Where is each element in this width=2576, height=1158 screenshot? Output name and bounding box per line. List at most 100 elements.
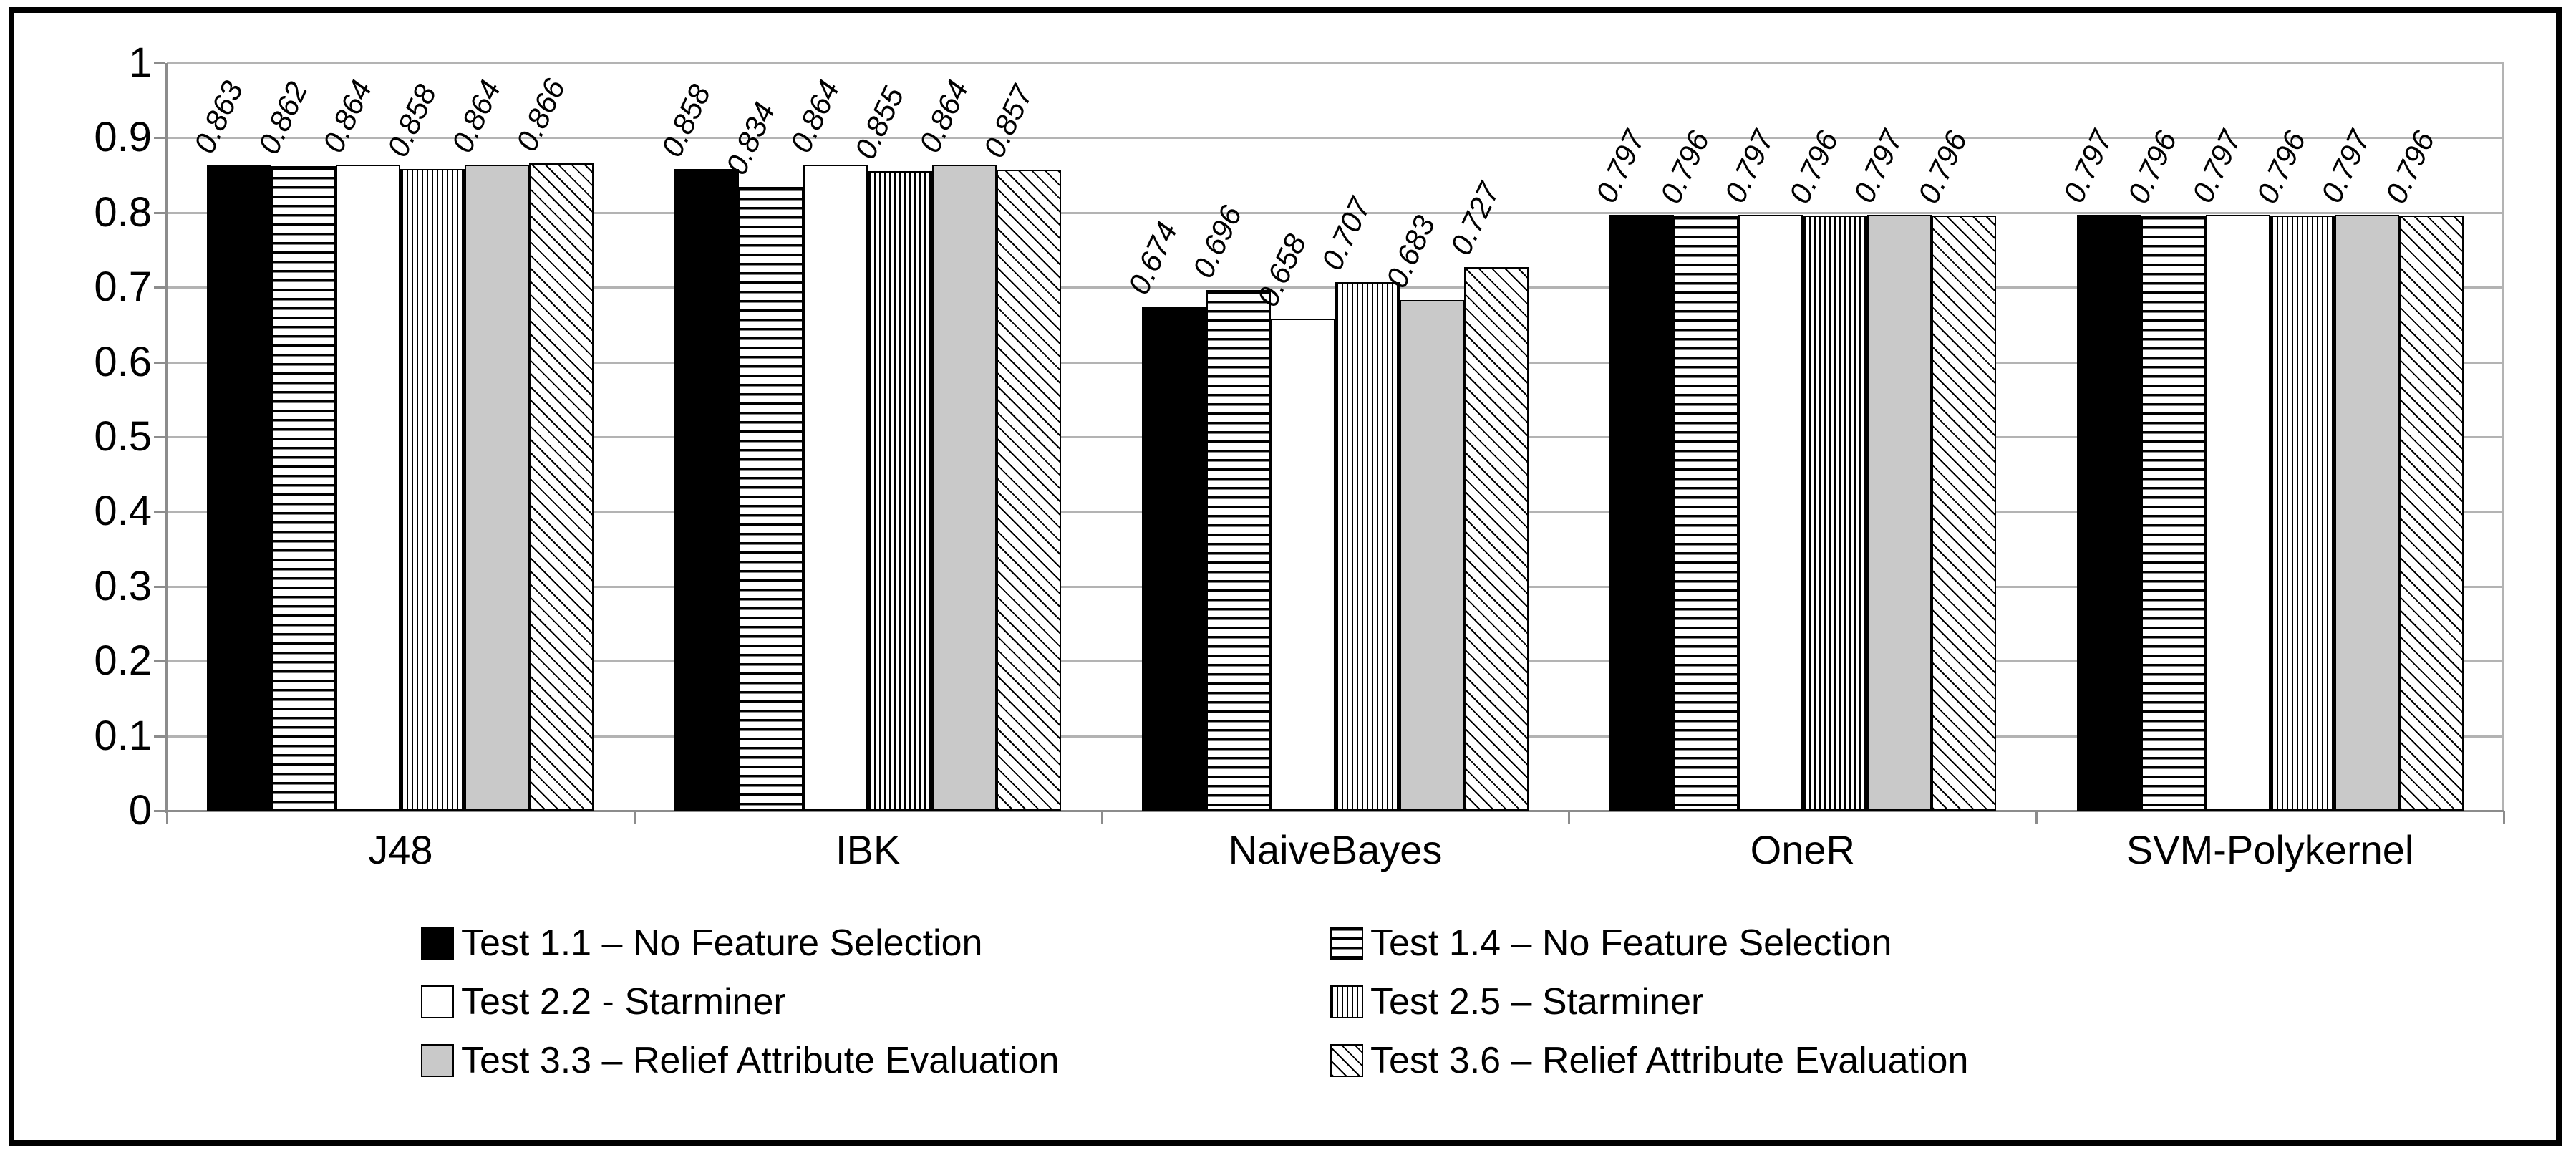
legend-item: Test 3.3 – Relief Attribute Evaluation xyxy=(421,1038,1330,1083)
x-axis-tick xyxy=(166,811,168,824)
bar-value-label: 0.863 xyxy=(187,75,250,158)
y-axis-tick-label: 0.9 xyxy=(94,114,152,161)
bar xyxy=(336,165,401,811)
y-axis-tick-label: 0.6 xyxy=(94,338,152,385)
legend-key-swatch xyxy=(1330,985,1363,1018)
bar xyxy=(2334,215,2399,811)
legend-label: Test 2.5 – Starminer xyxy=(1370,981,1704,1023)
bar xyxy=(1464,267,1529,811)
y-axis-tick xyxy=(154,211,165,214)
legend-key-swatch xyxy=(421,927,454,960)
x-axis-tick xyxy=(1568,811,1571,824)
bar-value-label: 0.866 xyxy=(509,73,572,156)
y-axis-tick-label: 0.5 xyxy=(94,413,152,460)
bar xyxy=(1931,216,1996,811)
y-axis-tick xyxy=(154,361,165,364)
bar xyxy=(803,165,868,811)
bar-value-label: 0.858 xyxy=(654,79,717,162)
bar xyxy=(739,187,804,811)
bar xyxy=(2398,216,2464,811)
x-axis-category-label: OneR xyxy=(1750,827,1855,872)
bar-value-label: 0.864 xyxy=(911,74,975,158)
legend-key-swatch xyxy=(1330,1044,1363,1077)
bar xyxy=(868,171,933,811)
bar xyxy=(2270,216,2335,811)
legend-item: Test 2.5 – Starminer xyxy=(1330,980,1968,1024)
x-axis-tick xyxy=(2035,811,2038,824)
bar-value-label: 0.855 xyxy=(847,81,911,164)
bar xyxy=(1271,319,1335,811)
y-gridline xyxy=(167,137,2504,140)
y-axis-tick-label: 0.2 xyxy=(94,637,152,685)
legend-key-swatch xyxy=(421,1044,454,1077)
bar xyxy=(1802,216,1867,811)
x-axis-tick xyxy=(2503,811,2505,824)
y-gridline xyxy=(167,62,2504,64)
bar xyxy=(2205,215,2270,811)
legend-label: Test 1.4 – No Feature Selection xyxy=(1370,922,1892,964)
legend-label: Test 1.1 – No Feature Selection xyxy=(461,922,983,964)
legend-key-swatch xyxy=(1330,927,1363,960)
bar xyxy=(271,166,336,811)
bar-value-label: 0.862 xyxy=(251,76,314,159)
y-axis-tick xyxy=(154,436,165,438)
y-axis-tick xyxy=(154,810,165,812)
y-axis-tick-label: 0.1 xyxy=(94,712,152,759)
bar xyxy=(2076,215,2141,811)
x-axis-line xyxy=(165,810,2504,812)
bar xyxy=(1673,216,1738,811)
y-axis-tick xyxy=(154,585,165,588)
bar xyxy=(2141,216,2206,811)
legend-item: Test 3.6 – Relief Attribute Evaluation xyxy=(1330,1038,1968,1083)
bar xyxy=(400,169,465,811)
bar xyxy=(1738,215,1803,811)
legend-item: Test 1.4 – No Feature Selection xyxy=(1330,921,1968,965)
bar xyxy=(1335,282,1400,811)
bar xyxy=(465,165,530,811)
legend-label: Test 3.6 – Relief Attribute Evaluation xyxy=(1370,1040,1969,1081)
plot-right-border xyxy=(2502,63,2504,811)
y-axis-tick xyxy=(154,62,165,64)
bar xyxy=(997,170,1062,811)
bar xyxy=(529,163,594,811)
y-axis-tick xyxy=(154,660,165,663)
x-axis-category-label: IBK xyxy=(836,827,901,872)
y-axis-tick xyxy=(154,511,165,513)
bar-value-label: 0.864 xyxy=(445,74,508,158)
y-axis-line xyxy=(165,63,168,813)
bar-value-label: 0.864 xyxy=(316,74,379,158)
y-axis-tick-label: 1 xyxy=(128,39,152,86)
bar-value-label: 0.857 xyxy=(976,79,1040,163)
y-axis-tick-label: 0.7 xyxy=(94,264,152,311)
x-axis-category-label: J48 xyxy=(368,827,433,872)
legend-label: Test 3.3 – Relief Attribute Evaluation xyxy=(461,1040,1060,1081)
bar xyxy=(1206,290,1271,811)
y-axis-tick xyxy=(154,286,165,289)
bar xyxy=(1142,307,1206,811)
x-axis-tick xyxy=(633,811,636,824)
bar xyxy=(1609,215,1674,811)
y-axis-tick-label: 0.3 xyxy=(94,562,152,609)
y-axis-tick-label: 0.8 xyxy=(94,188,152,236)
y-gridline xyxy=(167,211,2504,214)
chart-legend: Test 1.1 – No Feature Selection Test 1.4 … xyxy=(421,921,1968,1083)
bar-value-label: 0.864 xyxy=(783,74,846,158)
legend-label: Test 2.2 - Starminer xyxy=(461,981,786,1023)
y-axis-tick xyxy=(154,735,165,738)
legend-item: Test 1.1 – No Feature Selection xyxy=(421,921,1330,965)
y-axis-tick xyxy=(154,137,165,140)
bar xyxy=(932,165,997,811)
x-axis-tick xyxy=(1100,811,1103,824)
legend-item: Test 2.2 - Starminer xyxy=(421,980,1330,1024)
bar-value-label: 0.707 xyxy=(1314,192,1377,275)
bar xyxy=(1400,300,1464,811)
bar xyxy=(674,169,740,811)
bar-value-label: 0.658 xyxy=(1250,228,1313,312)
y-axis-tick-label: 0.4 xyxy=(94,488,152,535)
y-axis-tick-label: 0 xyxy=(128,787,152,834)
bar xyxy=(207,165,272,811)
legend-key-swatch xyxy=(421,985,454,1018)
bar-value-label: 0.858 xyxy=(380,79,443,162)
x-axis-category-label: NaiveBayes xyxy=(1228,827,1443,872)
